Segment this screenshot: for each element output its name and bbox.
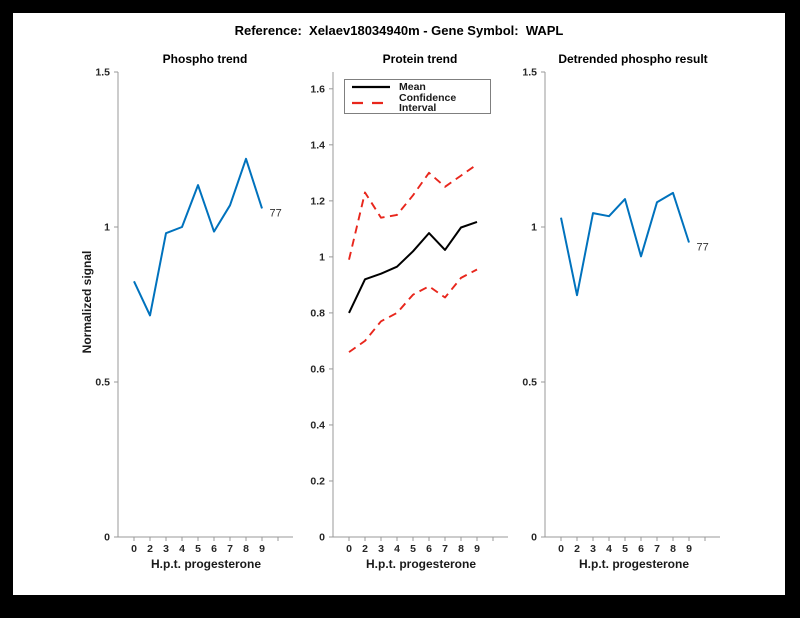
legend-label-mean: Mean — [399, 81, 426, 93]
subplot-3-plot-area: 00.511.50 2 3 4 5 6 7 8 977 — [522, 67, 720, 555]
y-tick-label: 1.6 — [310, 84, 325, 96]
subplot-2-plot-area: 00.20.40.60.811.21.41.60 2 3 4 5 6 7 8 9 — [310, 72, 508, 555]
y-tick-label: 0.8 — [310, 308, 325, 320]
x-tick-label: 0 — [131, 543, 137, 555]
figure-canvas: Reference: Xelaev18034940m - Gene Symbol… — [13, 13, 785, 595]
y-tick-label: 1.5 — [95, 67, 110, 79]
axes-lines — [332, 72, 508, 538]
y-tick-label: 1.2 — [310, 196, 325, 208]
x-tick-label: 0 — [346, 543, 352, 555]
x-tick-label: 9 — [259, 543, 265, 555]
protein-mean-line — [348, 220, 478, 314]
y-tick-label: 0 — [104, 532, 110, 544]
legend-item-confidence-interval: Confidence Interval — [351, 91, 484, 114]
x-tick-label: 2 — [147, 543, 153, 555]
x-tick-label: 3 — [163, 543, 169, 555]
x-tick-label: 2 — [574, 543, 580, 555]
mean-line-swatch-icon — [352, 86, 390, 89]
y-tick-label: 0 — [319, 532, 325, 544]
detrended-signal-line — [560, 191, 690, 297]
x-tick-label: 4 — [606, 543, 612, 555]
legend: Mean Confidence Interval — [344, 79, 491, 114]
legend-label-confidence-interval: Confidence Interval — [399, 91, 457, 114]
x-tick-label: 5 — [195, 543, 201, 555]
legend-item-mean: Mean — [351, 82, 484, 93]
plots-drawing-area: 00.511.50 2 3 4 5 6 7 8 97700.20.40.60.811.21.41… — [95, 67, 720, 555]
confidence-interval-upper-line — [348, 163, 478, 260]
x-tick-label: 8 — [670, 543, 676, 555]
subplot-1-xlabel: H.p.t. progesterone — [150, 557, 262, 571]
series-end-label: 77 — [697, 242, 709, 254]
subplot-1-plot-area: 00.511.50 2 3 4 5 6 7 8 977 — [95, 67, 293, 555]
confidence-interval-lower-line — [348, 268, 478, 353]
subplot-2-title: Protein trend — [382, 52, 458, 66]
subplot-1-title: Phospho trend — [162, 52, 248, 66]
series-end-label: 77 — [270, 207, 282, 219]
figure-title: Reference: Xelaev18034940m - Gene Symbol… — [234, 23, 564, 38]
x-tick-label: 6 — [211, 543, 217, 555]
y-tick-label: 1.4 — [310, 140, 325, 152]
subplot-3-title: Detrended phospho result — [558, 52, 708, 66]
x-tick-label: 7 — [654, 543, 660, 555]
x-tick-label: 4 — [394, 543, 400, 555]
y-tick-label: 0.6 — [310, 364, 325, 376]
y-tick-label: 0.5 — [522, 377, 537, 389]
x-tick-label: 8 — [243, 543, 249, 555]
axes-lines — [544, 72, 720, 538]
y-tick-label: 1 — [531, 222, 537, 234]
subplot-2-xlabel: H.p.t. progesterone — [365, 557, 477, 571]
y-tick-label: 0 — [531, 532, 537, 544]
x-tick-label: 3 — [590, 543, 596, 555]
x-tick-label: 8 — [458, 543, 464, 555]
x-tick-label: 3 — [378, 543, 384, 555]
y-tick-label: 0.4 — [310, 420, 325, 432]
y-tick-label: 0.5 — [95, 377, 110, 389]
x-tick-label: 9 — [474, 543, 480, 555]
x-tick-label: 4 — [179, 543, 185, 555]
x-tick-label: 7 — [227, 543, 233, 555]
x-tick-label: 7 — [442, 543, 448, 555]
y-tick-label: 1.5 — [522, 67, 537, 79]
x-tick-label: 5 — [622, 543, 628, 555]
x-tick-label: 2 — [362, 543, 368, 555]
subplot-3-xlabel: H.p.t. progesterone — [578, 557, 690, 571]
x-tick-label: 5 — [410, 543, 416, 555]
x-tick-label: 0 — [558, 543, 564, 555]
confidence-interval-line-swatch-icon — [352, 101, 390, 105]
phospho-signal-line — [133, 157, 263, 317]
y-tick-label: 0.2 — [310, 476, 325, 488]
x-tick-label: 9 — [686, 543, 692, 555]
y-tick-label: 1 — [319, 252, 325, 264]
y-tick-label: 1 — [104, 222, 110, 234]
x-tick-label: 6 — [426, 543, 432, 555]
x-tick-label: 6 — [638, 543, 644, 555]
